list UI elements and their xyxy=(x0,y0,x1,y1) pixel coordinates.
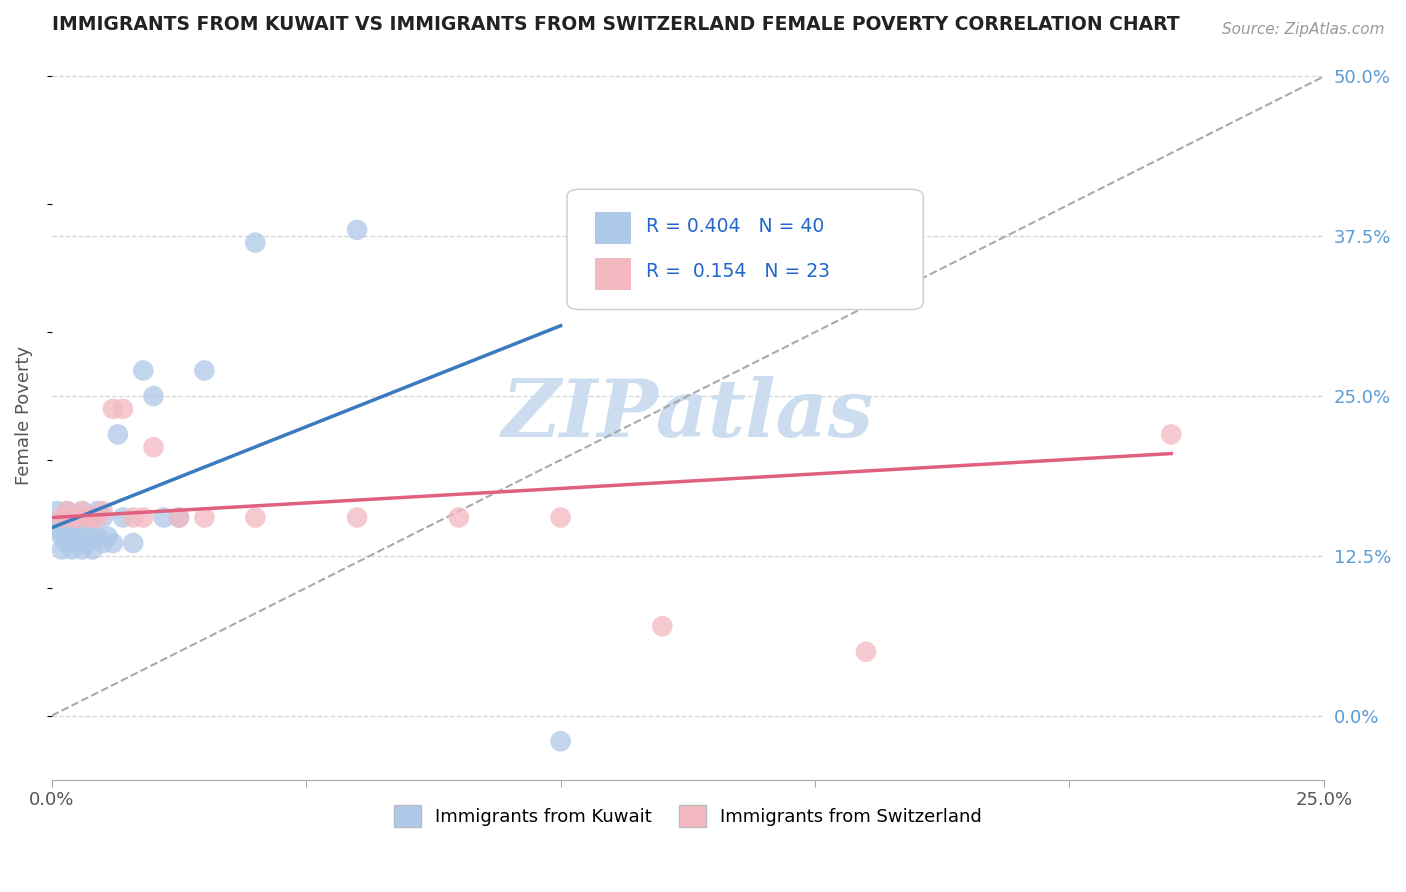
Point xyxy=(51,510,73,524)
Point xyxy=(193,510,215,524)
Point xyxy=(82,542,104,557)
Point xyxy=(66,536,89,550)
Point xyxy=(193,363,215,377)
Point xyxy=(550,510,572,524)
Point xyxy=(66,510,89,524)
Point xyxy=(167,510,190,524)
Point xyxy=(101,536,124,550)
Point xyxy=(111,510,134,524)
FancyBboxPatch shape xyxy=(567,189,924,310)
Point xyxy=(72,504,94,518)
Point xyxy=(66,510,89,524)
Text: ZIPatlas: ZIPatlas xyxy=(502,376,875,454)
Point xyxy=(72,542,94,557)
Point xyxy=(107,427,129,442)
Point xyxy=(550,734,572,748)
Point xyxy=(855,645,877,659)
Point xyxy=(51,542,73,557)
Text: R =  0.154   N = 23: R = 0.154 N = 23 xyxy=(645,262,830,281)
Point xyxy=(72,523,94,537)
Point xyxy=(56,536,79,550)
Point xyxy=(72,504,94,518)
Point xyxy=(346,510,368,524)
Point xyxy=(1160,427,1182,442)
Point xyxy=(86,504,108,518)
FancyBboxPatch shape xyxy=(595,212,630,244)
Point xyxy=(82,510,104,524)
Point xyxy=(56,504,79,518)
Point xyxy=(60,530,83,544)
Point xyxy=(122,536,145,550)
Point xyxy=(132,363,155,377)
Point xyxy=(167,510,190,524)
Point xyxy=(245,510,267,524)
Point xyxy=(122,510,145,524)
Point xyxy=(51,516,73,531)
Point xyxy=(97,530,120,544)
FancyBboxPatch shape xyxy=(595,258,630,290)
Point xyxy=(86,530,108,544)
Point xyxy=(60,510,83,524)
Point xyxy=(82,510,104,524)
Point xyxy=(76,510,98,524)
Y-axis label: Female Poverty: Female Poverty xyxy=(15,346,32,484)
Point xyxy=(56,504,79,518)
Point xyxy=(91,510,114,524)
Point xyxy=(152,510,174,524)
Text: Source: ZipAtlas.com: Source: ZipAtlas.com xyxy=(1222,22,1385,37)
Point xyxy=(91,504,114,518)
Point xyxy=(60,510,83,524)
Point xyxy=(142,440,165,454)
Legend: Immigrants from Kuwait, Immigrants from Switzerland: Immigrants from Kuwait, Immigrants from … xyxy=(384,796,991,836)
Point xyxy=(86,510,108,524)
Point xyxy=(45,504,67,518)
Point xyxy=(76,510,98,524)
Point xyxy=(142,389,165,403)
Text: IMMIGRANTS FROM KUWAIT VS IMMIGRANTS FROM SWITZERLAND FEMALE POVERTY CORRELATION: IMMIGRANTS FROM KUWAIT VS IMMIGRANTS FRO… xyxy=(52,15,1180,34)
Point xyxy=(101,401,124,416)
Point xyxy=(56,510,79,524)
Point xyxy=(346,223,368,237)
Point xyxy=(45,523,67,537)
Text: R = 0.404   N = 40: R = 0.404 N = 40 xyxy=(645,217,824,235)
Point xyxy=(111,401,134,416)
Point xyxy=(132,510,155,524)
Point xyxy=(76,536,98,550)
Point xyxy=(651,619,673,633)
Point xyxy=(447,510,470,524)
Point xyxy=(56,523,79,537)
Point xyxy=(51,530,73,544)
Point xyxy=(66,523,89,537)
Point xyxy=(91,536,114,550)
Point xyxy=(82,530,104,544)
Point xyxy=(60,542,83,557)
Point xyxy=(245,235,267,250)
